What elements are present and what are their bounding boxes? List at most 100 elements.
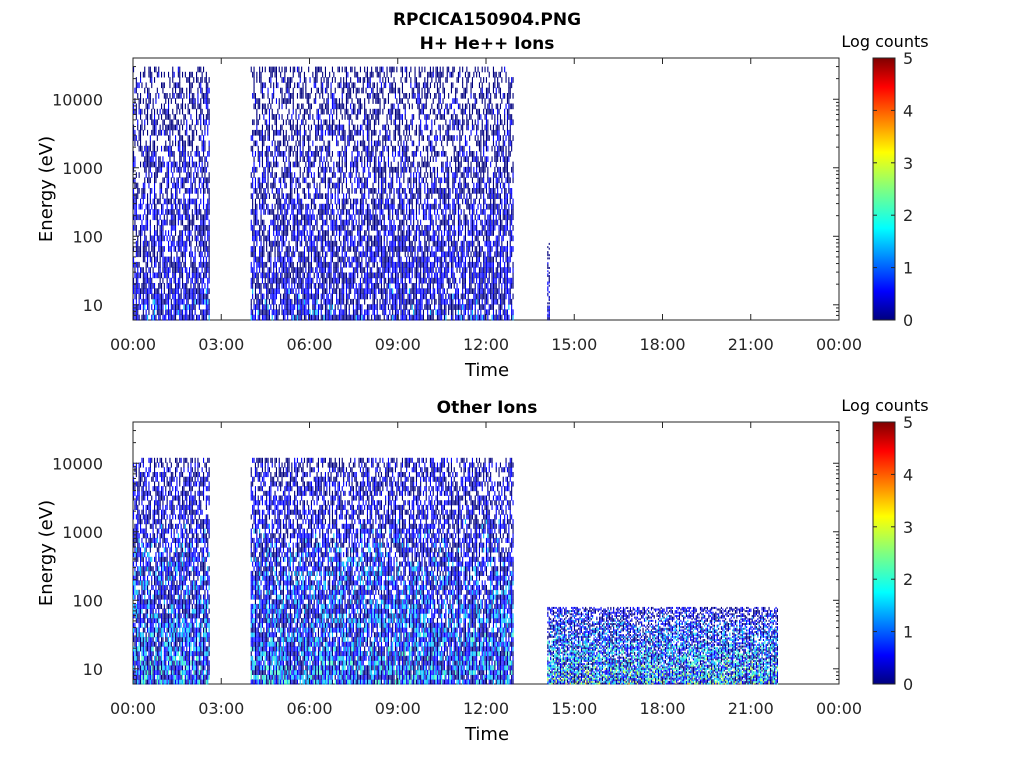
- spectrogram-cell: [268, 124, 270, 131]
- spectrogram-cell: [289, 261, 291, 268]
- spectrogram-cell: [317, 124, 319, 131]
- spectrogram-cell: [161, 166, 163, 173]
- spectrogram-cell: [156, 198, 158, 205]
- spectrogram-cell: [380, 177, 382, 184]
- spectrogram-cell: [406, 203, 408, 210]
- spectrogram-cell: [137, 235, 139, 242]
- spectrogram-cell: [320, 119, 322, 126]
- spectrogram-cell: [159, 129, 161, 136]
- spectrogram-cell: [190, 309, 192, 316]
- spectrogram-cell: [149, 161, 151, 168]
- spectrogram-cell: [301, 277, 303, 284]
- spectrogram-cell: [149, 277, 151, 284]
- spectrogram-cell: [306, 288, 308, 294]
- spectrogram-cell: [399, 240, 401, 247]
- spectrogram-cell: [400, 98, 402, 104]
- spectrogram-cell: [155, 66, 157, 73]
- spectrogram-cell: [294, 219, 296, 226]
- spectrogram-cell: [380, 288, 382, 294]
- spectrogram-column: [345, 66, 347, 321]
- spectrogram-cell: [253, 129, 255, 136]
- spectrogram-cell: [341, 182, 343, 189]
- spectrogram-cell: [158, 166, 160, 173]
- spectrogram-cell: [190, 283, 192, 289]
- spectrogram-cell: [184, 293, 186, 300]
- spectrogram-cell: [362, 135, 364, 141]
- spectrogram-cell: [205, 93, 207, 99]
- spectrogram-cell: [379, 77, 381, 83]
- spectrogram-cell: [175, 272, 177, 279]
- spectrogram-cell: [399, 119, 401, 126]
- spectrogram-cell: [411, 246, 413, 252]
- spectrogram-cell: [298, 235, 300, 242]
- spectrogram-cell: [359, 198, 361, 205]
- spectrogram-cell: [285, 156, 287, 162]
- spectrogram-cell: [387, 256, 389, 263]
- spectrogram-column: [194, 98, 196, 316]
- spectrogram-cell: [134, 293, 136, 300]
- spectrogram-cell: [144, 304, 146, 310]
- spectrogram-cell: [172, 261, 174, 268]
- spectrogram-cell: [186, 172, 188, 178]
- spectrogram-cell: [316, 87, 318, 94]
- spectrogram-cell: [401, 309, 403, 316]
- spectrogram-cell: [352, 166, 354, 173]
- spectrogram-cell: [305, 293, 307, 300]
- spectrogram-cell: [288, 240, 290, 247]
- spectrogram-cell: [400, 256, 402, 263]
- spectrogram-cell: [348, 277, 350, 284]
- spectrogram-cell: [408, 309, 410, 316]
- spectrogram-cell: [280, 235, 282, 242]
- spectrogram-cell: [166, 108, 168, 115]
- spectrogram-cell: [254, 177, 256, 184]
- spectrogram-column: [190, 71, 192, 321]
- spectrogram-cell: [319, 182, 321, 189]
- spectrogram-cell: [161, 129, 163, 136]
- spectrogram-cell: [261, 261, 263, 268]
- spectrogram-cell: [317, 166, 319, 173]
- spectrogram-cell: [406, 267, 408, 273]
- spectrogram-marks: [133, 66, 550, 321]
- spectrogram-cell: [203, 261, 205, 268]
- spectrogram-cell: [343, 235, 345, 242]
- spectrogram-cell: [147, 214, 149, 221]
- spectrogram-cell: [250, 309, 252, 316]
- spectrogram-cell: [194, 283, 196, 289]
- spectrogram-cell: [190, 198, 192, 205]
- spectrogram-cell: [268, 267, 270, 273]
- spectrogram-cell: [144, 240, 146, 247]
- spectrogram-column: [147, 87, 149, 321]
- spectrogram-cell: [310, 219, 312, 226]
- spectrogram-cell: [175, 288, 177, 294]
- spectrogram-cell: [254, 256, 256, 263]
- spectrogram-cell: [259, 71, 261, 78]
- spectrogram-cell: [270, 82, 272, 89]
- figure-title: RPCICA150904.PNG: [393, 10, 581, 30]
- spectrogram-cell: [273, 87, 275, 94]
- spectrogram-cell: [315, 235, 317, 242]
- spectrogram-cell: [257, 98, 259, 104]
- spectrogram-cell: [393, 219, 395, 226]
- spectrogram-cell: [299, 156, 301, 162]
- spectrogram-cell: [393, 135, 395, 141]
- spectrogram-cell: [387, 161, 389, 168]
- spectrogram-cell: [380, 182, 382, 189]
- spectrogram-cell: [315, 203, 317, 210]
- spectrogram-cell: [144, 177, 146, 184]
- spectrogram-cell: [285, 309, 287, 316]
- spectrogram-cell: [379, 240, 381, 247]
- spectrogram-cell: [277, 129, 279, 136]
- spectrogram-cell: [189, 198, 191, 205]
- spectrogram-cell: [380, 82, 382, 89]
- spectrogram-cell: [359, 267, 361, 273]
- spectrogram-cell: [401, 272, 403, 279]
- spectrogram-cell: [329, 261, 331, 268]
- spectrogram-cell: [182, 71, 184, 78]
- spectrogram-cell: [320, 145, 322, 152]
- spectrogram-cell: [267, 135, 269, 141]
- spectrogram-cell: [159, 156, 161, 162]
- spectrogram-cell: [380, 277, 382, 284]
- spectrogram-cell: [264, 209, 266, 215]
- spectrogram-cell: [352, 272, 354, 279]
- spectrogram-cell: [193, 298, 195, 305]
